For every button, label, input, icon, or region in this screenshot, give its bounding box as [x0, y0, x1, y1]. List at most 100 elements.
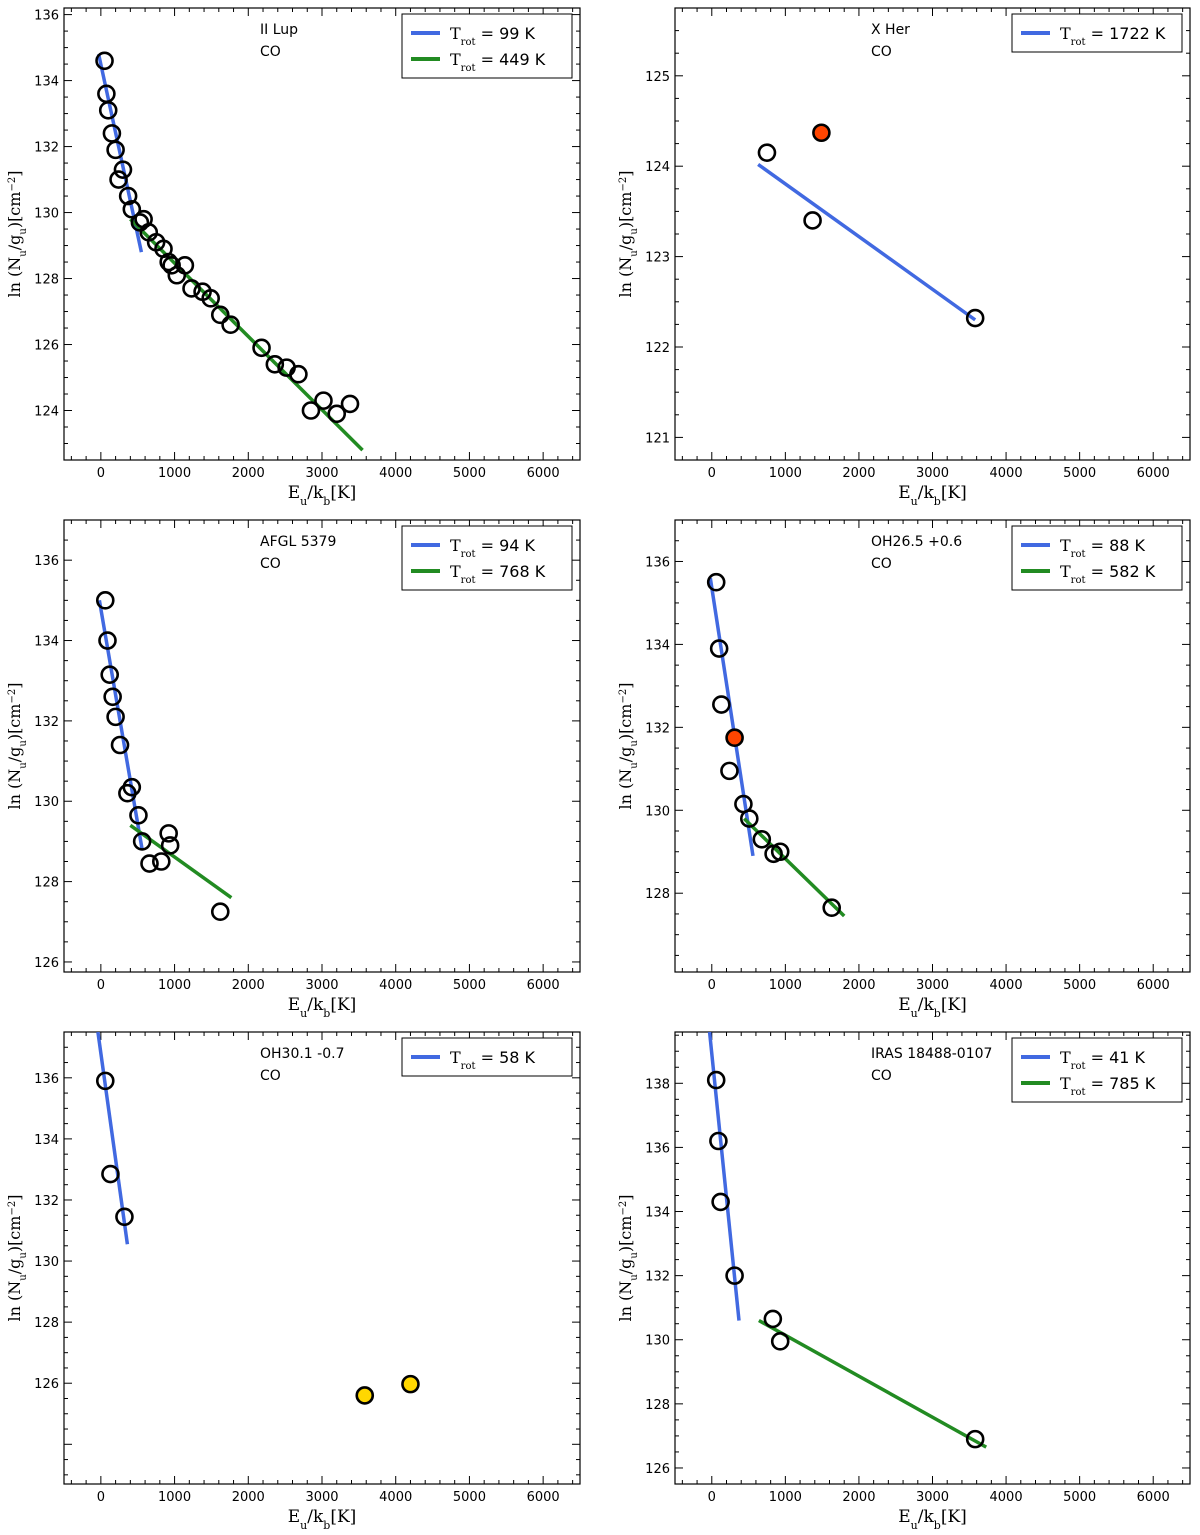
y-tick-label: 128: [34, 1316, 59, 1331]
y-tick-label: 132: [645, 1270, 670, 1285]
x-tick-label: 5000: [453, 466, 486, 481]
data-point: [100, 665, 120, 684]
y-tick-label: 136: [34, 554, 59, 569]
panel-title: OH30.1 -0.7: [260, 1046, 345, 1062]
data-point: [770, 1332, 790, 1351]
data-point: [110, 735, 130, 755]
data-point: [265, 355, 285, 374]
y-tick-label: 126: [34, 1377, 59, 1392]
x-tick-label: 4000: [379, 466, 412, 481]
y-tick-label: 128: [34, 273, 59, 288]
data-point: [210, 305, 230, 325]
data-point: [115, 1207, 134, 1227]
legend-entry: Trot = 88 K: [1060, 536, 1146, 560]
y-tick-label: 128: [645, 1398, 670, 1413]
panel-molecule: CO: [260, 1068, 281, 1084]
legend-entry: Trot = 582 K: [1060, 562, 1156, 586]
plot-area: [95, 591, 233, 922]
y-tick-label: 136: [645, 1141, 670, 1156]
y-tick-label: 134: [34, 1133, 59, 1148]
x-tick-label: 4000: [379, 1490, 412, 1505]
panel-molecule: CO: [260, 556, 281, 572]
x-tick-label: 6000: [527, 466, 560, 481]
x-tick-label: 3000: [305, 978, 338, 993]
panel-oh30: 0 1000 2000 3000 4000 5000 6000 126 128 130 132 134…: [5, 1031, 581, 1532]
data-point: [201, 289, 220, 308]
y-tick-label: 130: [645, 804, 670, 819]
data-point: [113, 160, 133, 179]
y-tick-label: 138: [645, 1077, 670, 1092]
x-tick-label: 3000: [916, 978, 949, 993]
legend-box: [1011, 525, 1183, 591]
data-point: [289, 364, 308, 384]
data-point: [712, 695, 731, 714]
data-point: [740, 809, 759, 828]
x-tick-label: 1000: [158, 1490, 191, 1505]
data-point: [98, 100, 118, 120]
highlight-point: [812, 123, 831, 143]
data-point: [327, 404, 347, 424]
data-point: [95, 591, 115, 610]
plot-area: [95, 51, 364, 452]
x-axis-label: Eu/kb[K]: [898, 1507, 967, 1532]
y-tick-label: 122: [645, 341, 670, 356]
x-axis-label: Eu/kb[K]: [288, 483, 357, 508]
x-tick-label: 6000: [527, 978, 560, 993]
data-point: [770, 842, 790, 862]
data-point: [95, 1071, 115, 1091]
y-tick-label: 124: [645, 160, 670, 175]
x-tick-label: 3000: [916, 466, 949, 481]
legend-box: [1011, 1037, 1183, 1103]
data-point: [340, 394, 360, 414]
panel-afgl-5379: 0 1000 2000 3000 4000 5000 6000 126 128 130 132 134…: [5, 519, 581, 1020]
x-tick-label: 4000: [990, 466, 1023, 481]
legend-entry: Trot = 99 K: [450, 24, 536, 48]
data-point: [182, 279, 201, 298]
data-point: [314, 391, 333, 410]
plot-area: [706, 572, 846, 918]
x-tick-label: 0: [97, 1490, 105, 1505]
panel-iras: 0 1000 2000 3000 4000 5000 6000 126 128 130 132 134…: [616, 1031, 1191, 1532]
x-tick-label: 1000: [769, 1490, 802, 1505]
y-tick-label: 130: [34, 207, 59, 222]
x-tick-label: 5000: [1063, 978, 1096, 993]
panel-molecule: CO: [871, 1068, 892, 1084]
highlight-point: [401, 1374, 420, 1394]
data-point: [118, 186, 138, 206]
data-point: [725, 1266, 744, 1285]
panel-oh26: 0 1000 2000 3000 4000 5000 6000 128 130 132 134 136…: [616, 519, 1191, 1020]
data-point: [210, 902, 230, 922]
data-point: [103, 687, 122, 707]
x-axis-label: Eu/kb[K]: [288, 995, 357, 1020]
x-tick-label: 1000: [158, 466, 191, 481]
data-point: [109, 170, 128, 189]
y-tick-label: 132: [34, 1194, 59, 1209]
x-axis-label: Eu/kb[K]: [288, 1507, 357, 1532]
data-point: [752, 830, 772, 849]
fit-line: [96, 1032, 130, 1245]
y-tick-label: 121: [645, 431, 670, 446]
highlight-point: [355, 1386, 375, 1405]
x-tick-label: 2000: [842, 978, 875, 993]
fit-line: [757, 162, 977, 322]
data-point: [301, 401, 321, 420]
x-tick-label: 2000: [232, 978, 265, 993]
x-tick-label: 2000: [232, 1490, 265, 1505]
data-point: [160, 836, 180, 855]
y-tick-label: 134: [645, 638, 670, 653]
data-point: [709, 639, 729, 658]
legend-entry: Trot = 94 K: [450, 536, 536, 560]
x-tick-label: 0: [97, 466, 105, 481]
x-tick-label: 5000: [453, 1490, 486, 1505]
y-tick-label: 128: [645, 887, 670, 902]
data-point: [757, 143, 777, 162]
legend-entry: Trot = 449 K: [450, 50, 546, 74]
fit-line: [129, 823, 233, 900]
data-point: [106, 140, 125, 160]
x-tick-label: 1000: [769, 978, 802, 993]
data-point: [711, 1192, 730, 1212]
panel-molecule: CO: [871, 556, 892, 572]
data-point: [98, 631, 117, 650]
